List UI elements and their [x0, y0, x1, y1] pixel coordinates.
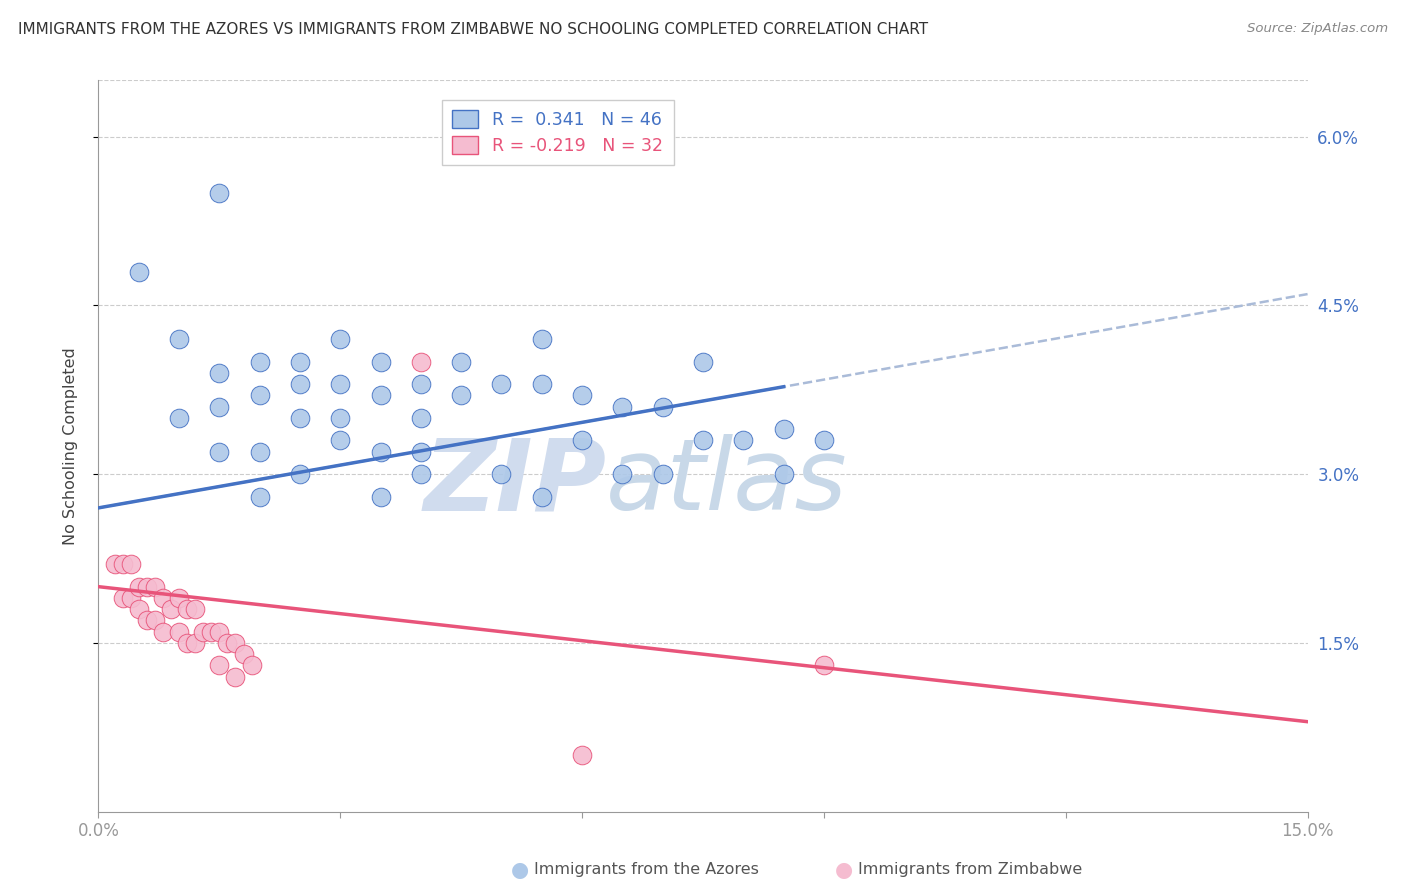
Point: [370, 490, 392, 504]
Point: [571, 434, 593, 448]
Text: atlas: atlas: [606, 434, 848, 531]
Point: [329, 410, 352, 425]
Point: [370, 354, 392, 368]
Point: [167, 591, 190, 605]
Point: [111, 557, 134, 571]
Point: [193, 624, 215, 639]
Point: [208, 444, 231, 458]
Point: [288, 377, 311, 392]
Point: [288, 410, 311, 425]
Point: [571, 748, 593, 763]
Point: [152, 624, 174, 639]
Text: Immigrants from the Azores: Immigrants from the Azores: [534, 863, 759, 877]
Point: [120, 557, 142, 571]
Point: [224, 636, 246, 650]
Point: [813, 434, 835, 448]
Point: [409, 410, 432, 425]
Point: [184, 636, 207, 650]
Point: [120, 591, 142, 605]
Point: [370, 388, 392, 402]
Point: [128, 580, 150, 594]
Point: [200, 624, 222, 639]
Point: [208, 366, 231, 380]
Point: [249, 354, 271, 368]
Point: [409, 444, 432, 458]
Point: [176, 636, 198, 650]
Point: [208, 624, 231, 639]
Point: [329, 332, 352, 346]
Point: [772, 422, 794, 436]
Point: [329, 434, 352, 448]
Text: ZIP: ZIP: [423, 434, 606, 531]
Point: [288, 354, 311, 368]
Point: [491, 467, 513, 482]
Point: [152, 591, 174, 605]
Point: [208, 658, 231, 673]
Point: [612, 400, 634, 414]
Point: [733, 434, 755, 448]
Point: [135, 580, 157, 594]
Point: [530, 377, 553, 392]
Point: [232, 647, 254, 661]
Point: [143, 614, 166, 628]
Point: [111, 591, 134, 605]
Point: [329, 377, 352, 392]
Point: [370, 444, 392, 458]
Point: [249, 444, 271, 458]
Y-axis label: No Schooling Completed: No Schooling Completed: [63, 347, 77, 545]
Point: [128, 602, 150, 616]
Point: [692, 434, 714, 448]
Point: [249, 388, 271, 402]
Point: [772, 467, 794, 482]
Point: [450, 388, 472, 402]
Point: [409, 377, 432, 392]
Point: [135, 614, 157, 628]
Point: [450, 354, 472, 368]
Point: [530, 490, 553, 504]
Point: [208, 400, 231, 414]
Point: [176, 602, 198, 616]
Point: [692, 354, 714, 368]
Legend: R =  0.341   N = 46, R = -0.219   N = 32: R = 0.341 N = 46, R = -0.219 N = 32: [441, 100, 673, 165]
Point: [530, 332, 553, 346]
Point: [103, 557, 125, 571]
Point: [184, 602, 207, 616]
Point: [167, 332, 190, 346]
Text: Immigrants from Zimbabwe: Immigrants from Zimbabwe: [858, 863, 1081, 877]
Point: [160, 602, 183, 616]
Text: ●: ●: [512, 860, 529, 880]
Point: [651, 400, 673, 414]
Point: [167, 410, 190, 425]
Point: [491, 377, 513, 392]
Point: [240, 658, 263, 673]
Text: ●: ●: [835, 860, 852, 880]
Point: [651, 467, 673, 482]
Point: [143, 580, 166, 594]
Point: [813, 658, 835, 673]
Point: [217, 636, 239, 650]
Point: [208, 186, 231, 200]
Point: [167, 624, 190, 639]
Point: [409, 354, 432, 368]
Text: IMMIGRANTS FROM THE AZORES VS IMMIGRANTS FROM ZIMBABWE NO SCHOOLING COMPLETED CO: IMMIGRANTS FROM THE AZORES VS IMMIGRANTS…: [18, 22, 928, 37]
Point: [224, 670, 246, 684]
Point: [288, 467, 311, 482]
Point: [409, 467, 432, 482]
Text: Source: ZipAtlas.com: Source: ZipAtlas.com: [1247, 22, 1388, 36]
Point: [571, 388, 593, 402]
Point: [128, 264, 150, 278]
Point: [249, 490, 271, 504]
Point: [612, 467, 634, 482]
